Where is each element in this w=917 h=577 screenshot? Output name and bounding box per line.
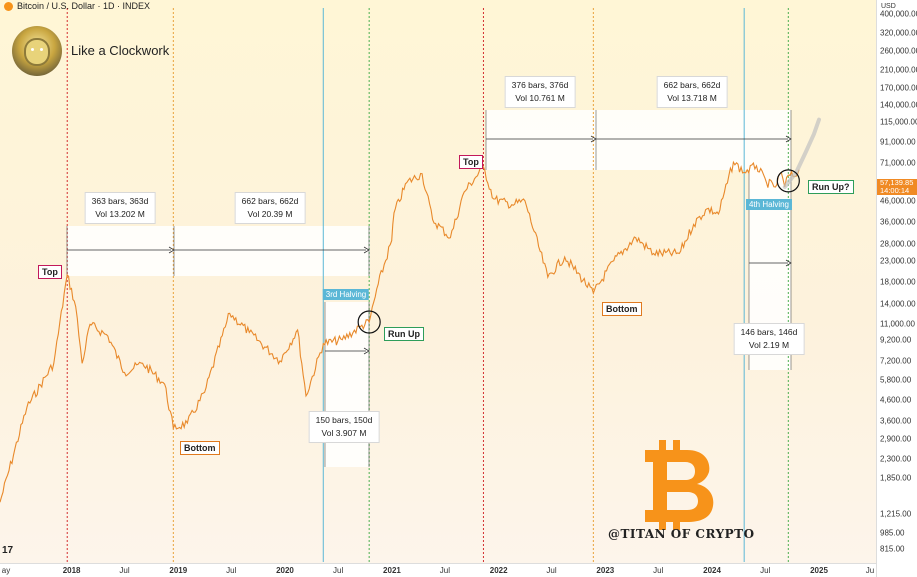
y-tick-label: 71,000.00 [880, 158, 916, 168]
y-tick-label: 11,000.00 [880, 319, 915, 329]
x-tick-label: 2019 [169, 566, 188, 575]
avatar [12, 26, 62, 76]
y-tick-label: 23,000.00 [880, 256, 916, 266]
measure-box-3[interactable]: 150 bars, 150d Vol 3.907 M [308, 411, 380, 443]
measure-box-vol: Vol 10.761 M [515, 93, 565, 103]
y-tick-label: 4,600.00 [880, 395, 912, 405]
y-tick-label: 400,000.00 [880, 9, 917, 19]
y-tick-label: 2,900.00 [880, 434, 912, 444]
top-label-2017[interactable]: Top [38, 265, 62, 279]
measure-range-1 [67, 226, 370, 276]
x-tick-label: 2018 [62, 566, 81, 575]
x-tick-label: 2020 [276, 566, 294, 575]
chart-title: Like a Clockwork [71, 43, 170, 58]
measure-box-2[interactable]: 662 bars, 662d Vol 20.39 M [234, 192, 306, 224]
y-tick-label: 14,000.00 [880, 299, 916, 308]
y-tick-label: 46,000.00 [880, 196, 916, 206]
y-tick-label: 320,000.00 [880, 28, 917, 38]
current-price: 57,139.85 [880, 178, 914, 187]
symbol-header[interactable]: Bitcoin / U.S. Dollar · 1D · INDEX [4, 1, 150, 11]
bar-countdown: 14:00:14 [880, 186, 910, 195]
symbol-text: Bitcoin / U.S. Dollar · 1D · INDEX [17, 1, 151, 11]
measure-box-5[interactable]: 662 bars, 662d Vol 13.718 M [656, 76, 728, 108]
x-tick-label: Jul [760, 566, 771, 575]
x-tick-label: Jul [226, 566, 237, 575]
top-label-2021[interactable]: Top [459, 155, 483, 169]
y-tick-label: 3,600.00 [880, 416, 912, 426]
y-tick-label: 210,000.00 [880, 65, 917, 75]
measure-box-bars: 150 bars, 150d [315, 415, 373, 425]
x-tick-label: Jul [546, 566, 557, 575]
current-price-tag: 57,139.85 14:00:14 [877, 179, 917, 195]
y-tick-label: 7,200.00 [880, 356, 912, 366]
x-tick-label: 2024 [703, 566, 721, 575]
y-tick-label: 91,000.00 [880, 137, 916, 147]
third-halving-label[interactable]: 3rd Halving [322, 289, 370, 300]
x-tick-label: Ju [865, 566, 875, 575]
run-up-question-label[interactable]: Run Up? [808, 180, 854, 194]
y-tick-label: 18,000.00 [880, 277, 916, 287]
measure-box-1[interactable]: 363 bars, 363d Vol 13.202 M [84, 192, 156, 224]
time-axis[interactable] [0, 563, 876, 577]
y-tick-label: 985.00 [880, 528, 905, 538]
projection-path [782, 117, 821, 189]
y-tick-label: 170,000.00 [880, 83, 917, 93]
measure-box-vol: Vol 3.907 M [321, 428, 367, 438]
x-tick-label: Jul [333, 566, 344, 575]
bitcoin-icon [4, 1, 13, 11]
x-tick-label: ay [1, 566, 11, 575]
run-up-circle [357, 310, 381, 334]
watermark: @TITAN OF CRYPTO [608, 527, 755, 541]
y-tick-label: 815.00 [880, 544, 905, 554]
measure-box-bars: 146 bars, 146d [740, 327, 798, 337]
y-tick-label: 2,300.00 [880, 454, 912, 464]
measure-box-4[interactable]: 376 bars, 376d Vol 10.761 M [504, 76, 576, 108]
x-tick-label: Jul [439, 566, 450, 575]
x-tick-label: 2023 [596, 566, 615, 575]
bottom-label-2022[interactable]: Bottom [602, 302, 642, 316]
y-tick-label: 140,000.00 [880, 100, 917, 110]
measure-box-6[interactable]: 146 bars, 146d Vol 2.19 M [733, 323, 805, 355]
currency-label: USD [881, 3, 896, 10]
price-line [0, 160, 800, 503]
y-tick-label: 5,800.00 [880, 375, 912, 385]
bottom-label-2018[interactable]: Bottom [180, 441, 220, 455]
measure-box-vol: Vol 13.202 M [95, 209, 145, 219]
y-tick-label: 28,000.00 [880, 239, 916, 249]
y-tick-label: 115,000.00 [880, 117, 917, 127]
measure-box-bars: 376 bars, 376d [511, 80, 569, 90]
y-tick-label: 1,850.00 [880, 473, 912, 483]
measure-box-vol: Vol 13.718 M [667, 93, 717, 103]
y-tick-label: 1,215.00 [880, 509, 912, 519]
tradingview-logo[interactable]: 17 [2, 545, 14, 556]
x-tick-label: 2021 [383, 566, 401, 575]
x-tick-label: 2022 [489, 566, 508, 575]
bitcoin-logo-icon [645, 440, 714, 530]
x-tick-label: 2025 [810, 566, 828, 575]
y-tick-label: 9,200.00 [880, 335, 912, 345]
y-tick-label: 36,000.00 [880, 217, 916, 227]
x-tick-label: Jul [119, 566, 130, 575]
y-tick-label: 260,000.00 [880, 46, 917, 56]
measure-box-vol: Vol 20.39 M [247, 209, 293, 219]
fourth-halving-label[interactable]: 4th Halving [745, 199, 793, 210]
run-up-circle [776, 169, 800, 193]
price-axis[interactable] [876, 0, 917, 577]
run-up-label-2020[interactable]: Run Up [384, 327, 424, 341]
measure-range-3 [486, 110, 791, 170]
x-tick-label: Jul [653, 566, 664, 575]
measure-box-bars: 662 bars, 662d [241, 196, 299, 206]
measure-box-vol: Vol 2.19 M [748, 340, 790, 350]
measure-box-bars: 662 bars, 662d [663, 80, 721, 90]
measure-box-bars: 363 bars, 363d [91, 196, 149, 206]
